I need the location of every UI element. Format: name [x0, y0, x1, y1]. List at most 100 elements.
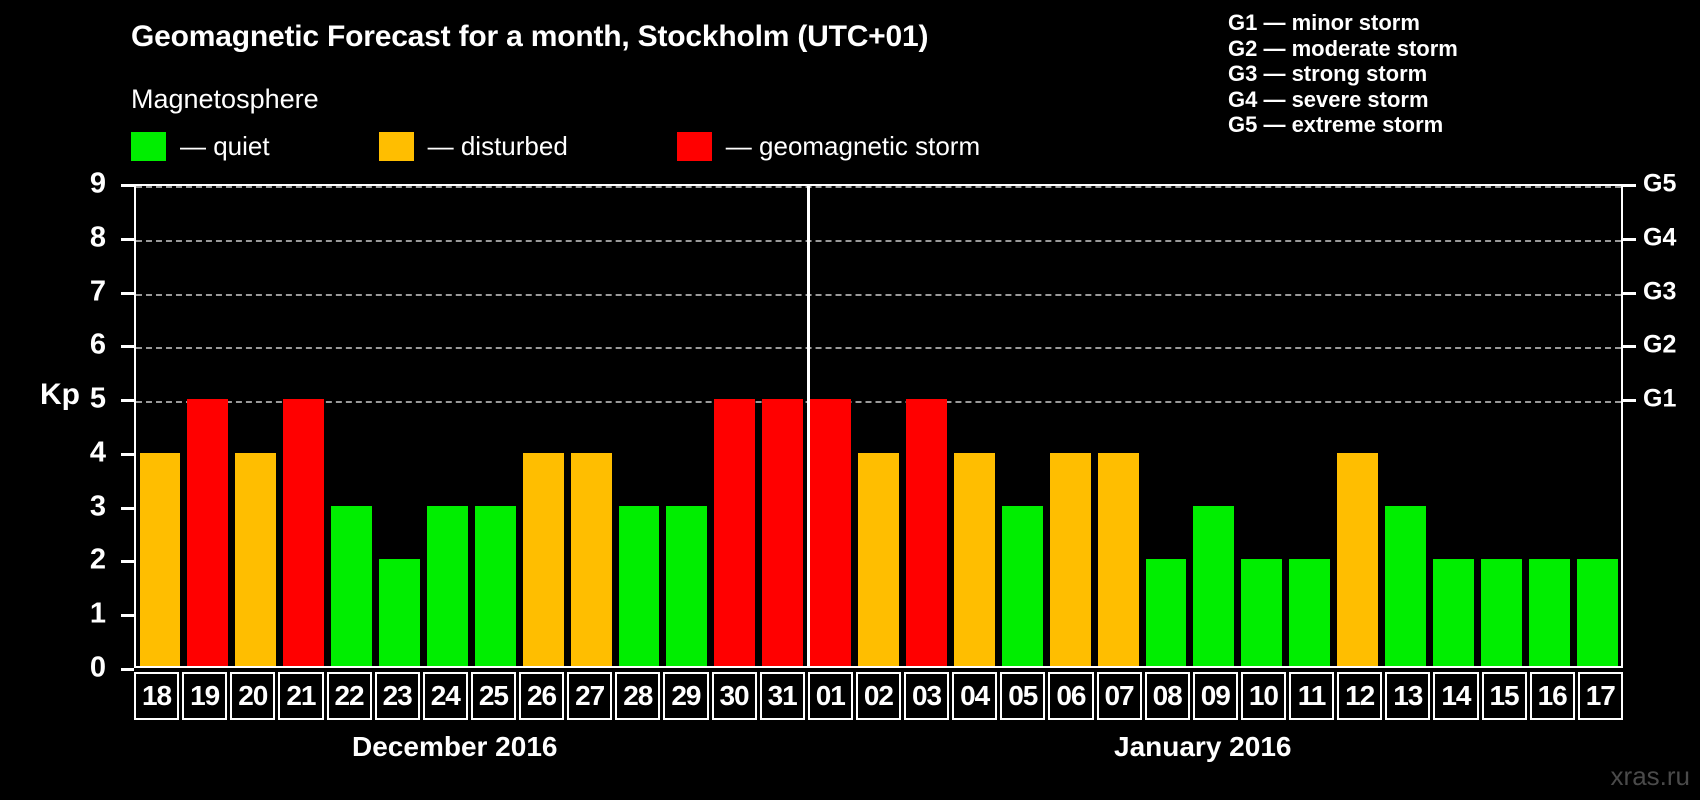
day-box-02[interactable]: 02	[855, 672, 901, 720]
bar-12	[1337, 452, 1379, 666]
month-caption-0: December 2016	[352, 731, 558, 762]
day-box-30[interactable]: 30	[711, 672, 757, 720]
day-box-20[interactable]: 20	[230, 672, 276, 720]
day-box-08[interactable]: 08	[1144, 672, 1190, 720]
bar-20	[235, 452, 277, 666]
legend-swatch-disturbed-icon	[378, 131, 414, 161]
y-tick	[121, 237, 134, 241]
day-box-13[interactable]: 13	[1385, 672, 1431, 720]
y-tick-label: 6	[89, 328, 106, 361]
y-tick	[121, 614, 134, 618]
day-box-04[interactable]: 04	[952, 672, 998, 720]
bar-cell	[903, 186, 951, 666]
day-box-18[interactable]: 18	[134, 672, 180, 720]
day-box-29[interactable]: 29	[663, 672, 709, 720]
bar-cell	[1334, 186, 1382, 666]
gridline	[136, 239, 1621, 242]
g-tick	[1623, 399, 1636, 403]
magnetosphere-legend: — quiet — disturbed — geomagnetic storm	[131, 130, 980, 162]
y-tick-label: 3	[89, 490, 106, 523]
bar-09	[1193, 506, 1235, 666]
bar-24	[426, 506, 468, 666]
bar-29	[666, 506, 708, 666]
bar-cell	[1238, 186, 1286, 666]
y-tick	[121, 506, 134, 510]
y-tick-label: 2	[89, 543, 106, 576]
bar-cell	[759, 186, 807, 666]
y-tick	[121, 184, 134, 187]
legend-entry-quiet: — quiet	[131, 131, 270, 162]
day-box-12[interactable]: 12	[1337, 672, 1383, 720]
bar-17	[1576, 559, 1618, 666]
day-box-14[interactable]: 14	[1433, 672, 1479, 720]
y-tick	[121, 291, 134, 295]
g-tick-label: G3	[1643, 277, 1677, 306]
bar-28	[618, 506, 660, 666]
day-box-15[interactable]: 15	[1481, 672, 1527, 720]
bar-cell	[471, 186, 519, 666]
day-box-23[interactable]: 23	[374, 672, 420, 720]
bar-cell	[1525, 186, 1573, 666]
day-box-11[interactable]: 11	[1289, 672, 1335, 720]
day-box-06[interactable]: 06	[1048, 672, 1094, 720]
bar-31	[762, 399, 804, 666]
bar-26	[522, 452, 564, 666]
bar-cell	[1142, 186, 1190, 666]
page-title: Geomagnetic Forecast for a month, Stockh…	[131, 20, 929, 53]
g-tick-label: G1	[1643, 384, 1677, 413]
g-scale-row-2: G2 — moderate storm	[1228, 35, 1458, 61]
g-scale-legend: G1 — minor storm G2 — moderate storm G3 — …	[1228, 10, 1458, 138]
legend-label: — geomagnetic storm	[725, 130, 981, 161]
bar-21	[283, 399, 325, 666]
magnetosphere-heading: Magnetosphere	[131, 84, 319, 114]
bar-01	[810, 399, 852, 666]
day-box-27[interactable]: 27	[567, 672, 613, 720]
y-tick	[121, 399, 134, 403]
g-tick-label: G4	[1643, 223, 1677, 252]
day-box-21[interactable]: 21	[278, 672, 324, 720]
watermark: xras.ru	[1610, 761, 1690, 791]
bar-cell	[184, 186, 232, 666]
g-tick-label: G5	[1643, 169, 1677, 198]
day-box-01[interactable]: 01	[807, 672, 853, 720]
bar-27	[570, 452, 612, 666]
g-tick	[1623, 184, 1636, 187]
day-box-22[interactable]: 22	[326, 672, 372, 720]
day-box-07[interactable]: 07	[1096, 672, 1142, 720]
gridline	[136, 186, 1621, 188]
legend-label: — quiet	[180, 130, 270, 161]
y-tick	[121, 668, 134, 671]
day-box-17[interactable]: 17	[1577, 672, 1623, 720]
bar-06	[1049, 452, 1091, 666]
legend-label: — disturbed	[427, 130, 568, 161]
y-tick-label: 1	[89, 597, 106, 630]
bar-cell	[1286, 186, 1334, 666]
y-tick-label: 8	[89, 221, 106, 254]
day-box-16[interactable]: 16	[1529, 672, 1575, 720]
bar-cell	[1382, 186, 1430, 666]
bar-cell	[1573, 186, 1621, 666]
bar-cell	[807, 186, 855, 666]
g-tick	[1623, 237, 1636, 241]
bar-04	[953, 452, 995, 666]
gridline	[136, 293, 1621, 296]
y-tick	[121, 345, 134, 349]
bar-cell	[280, 186, 328, 666]
bar-cell	[1477, 186, 1525, 666]
day-box-05[interactable]: 05	[1000, 672, 1046, 720]
day-box-28[interactable]: 28	[615, 672, 661, 720]
day-box-24[interactable]: 24	[422, 672, 468, 720]
bar-15	[1480, 559, 1522, 666]
day-box-25[interactable]: 25	[470, 672, 516, 720]
day-box-31[interactable]: 31	[759, 672, 805, 720]
bar-19	[187, 399, 229, 666]
day-box-09[interactable]: 09	[1192, 672, 1238, 720]
day-box-10[interactable]: 10	[1240, 672, 1286, 720]
y-tick-label: 7	[89, 275, 106, 308]
day-box-03[interactable]: 03	[904, 672, 950, 720]
bar-30	[714, 399, 756, 666]
day-box-26[interactable]: 26	[519, 672, 565, 720]
day-box-19[interactable]: 19	[182, 672, 228, 720]
g-scale-row-4: G4 — severe storm	[1228, 86, 1429, 112]
bar-cell	[136, 186, 184, 666]
